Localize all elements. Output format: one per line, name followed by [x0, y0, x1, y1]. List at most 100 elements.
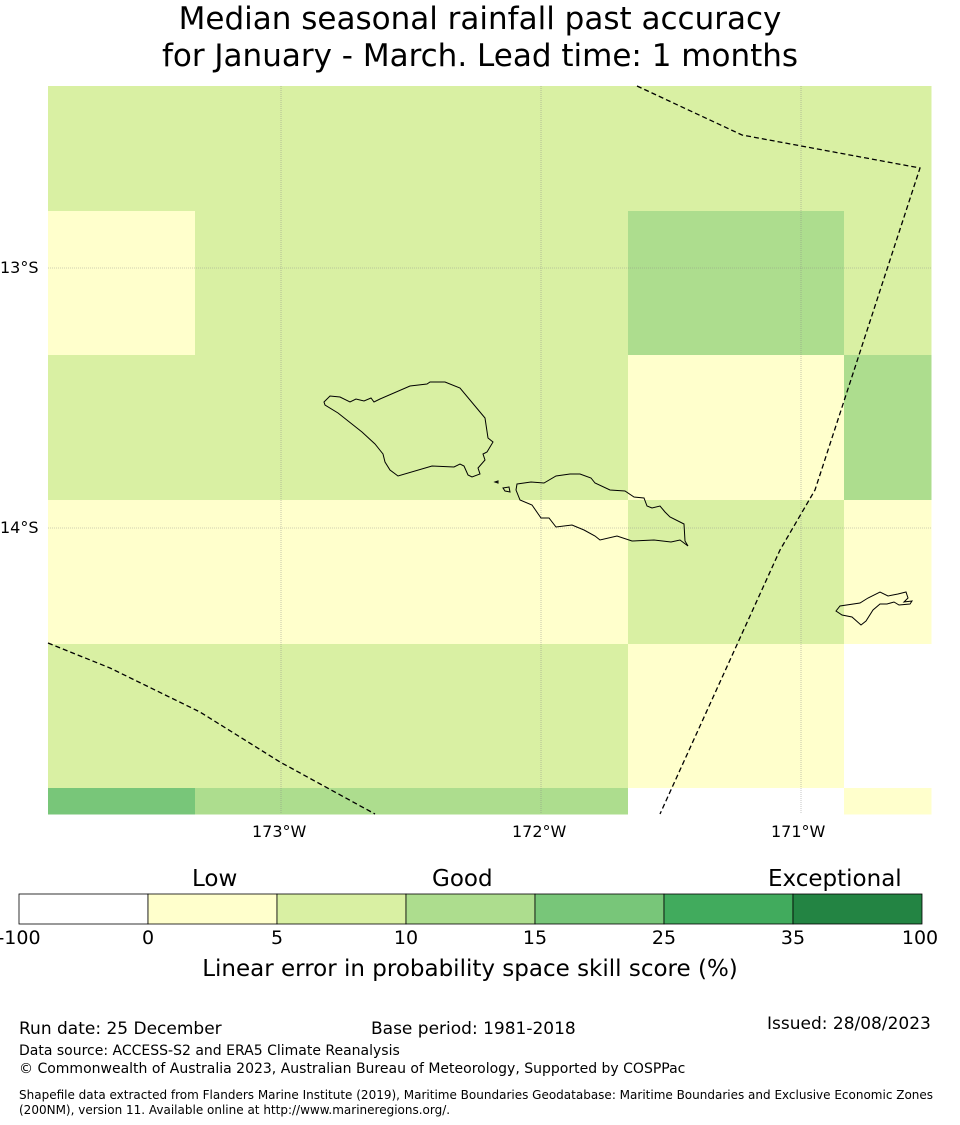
grid-cell — [736, 500, 845, 645]
grid-cell — [628, 355, 737, 501]
colorbar-tick-100: 100 — [901, 927, 939, 949]
title-line-2: for January - March. Lead time: 1 months — [161, 38, 799, 74]
grid-cell — [455, 86, 542, 212]
run-date: Run date: 25 December — [19, 1019, 222, 1039]
grid-cell — [844, 355, 932, 501]
grid-cell — [282, 500, 370, 645]
grid-cell — [455, 355, 542, 501]
grid-cell — [844, 644, 932, 789]
eez-boundary-south-west — [47, 642, 376, 815]
colorbar-segment-15-25 — [534, 893, 665, 925]
skill-grid — [48, 86, 932, 815]
apolima-islet-outline — [493, 480, 499, 484]
tutuila-island-outline — [835, 591, 914, 626]
grid-cell — [844, 86, 932, 212]
colorbar-tick-5: 5 — [270, 927, 284, 949]
upolu-island-outline — [515, 473, 689, 547]
grid-cell — [736, 355, 845, 501]
colorbar-tick-0: 0 — [141, 927, 155, 949]
colorbar-tick-25: 25 — [651, 927, 677, 949]
grid-cell — [48, 355, 196, 501]
grid-cell — [628, 788, 737, 815]
grid-cell — [455, 788, 542, 815]
grid-cell — [282, 644, 370, 789]
grid-cell — [628, 86, 737, 212]
colorbar-tick-10: 10 — [393, 927, 419, 949]
base-period: Base period: 1981-2018 — [371, 1019, 576, 1039]
savaii-island-outline — [323, 381, 494, 478]
grid-cell — [585, 500, 629, 645]
grid-cell — [585, 355, 629, 501]
graticule — [48, 86, 931, 814]
grid-cell — [541, 355, 586, 501]
grid-cell — [195, 788, 283, 815]
grid-cell — [195, 355, 283, 501]
colorbar-category-low: Low — [192, 866, 238, 892]
grid-cell — [585, 644, 629, 789]
colorbar-segment-0-5 — [147, 893, 278, 925]
grid-cell — [369, 86, 456, 212]
colorbar-segment-5-10 — [276, 893, 407, 925]
grid-cell — [844, 500, 932, 645]
grid-cell — [48, 86, 196, 212]
data-source: Data source: ACCESS-S2 and ERA5 Climate … — [19, 1043, 400, 1059]
grid-cell — [585, 86, 629, 212]
colorbar-segment-35-100 — [792, 893, 923, 925]
grid-cell — [541, 644, 586, 789]
issued-date: Issued: 28/08/2023 — [767, 1014, 931, 1034]
manono-islet-outline — [502, 486, 511, 493]
lat-tick-14s: 14°S — [0, 518, 39, 537]
colorbar-segment-10-15 — [405, 893, 536, 925]
grid-cell — [736, 788, 845, 815]
grid-cell — [541, 788, 586, 815]
grid-cell — [195, 500, 283, 645]
eez-boundary-north-east — [636, 85, 921, 815]
lon-tick-172w: 172°W — [512, 822, 567, 841]
grid-cell — [369, 788, 456, 815]
grid-cell — [455, 500, 542, 645]
colorbar-tick-neg100: -100 — [0, 927, 41, 949]
shapefile-credit: Shapefile data extracted from Flanders M… — [19, 1088, 934, 1117]
copyright: © Commonwealth of Australia 2023, Austra… — [19, 1061, 686, 1077]
grid-cell — [628, 211, 737, 356]
grid-cell — [844, 211, 932, 356]
grid-cell — [369, 644, 456, 789]
grid-cell — [282, 355, 370, 501]
title-line-1: Median seasonal rainfall past accuracy — [178, 1, 782, 37]
colorbar-category-exceptional: Exceptional — [768, 866, 902, 892]
grid-cell — [628, 500, 737, 645]
colorbar-label: Linear error in probability space skill … — [202, 956, 738, 982]
grid-cell — [455, 211, 542, 356]
grid-cell — [195, 86, 283, 212]
grid-cell — [585, 788, 629, 815]
grid-cell — [282, 788, 370, 815]
grid-cell — [48, 211, 196, 356]
grid-cell — [195, 644, 283, 789]
eez-boundaries — [47, 85, 921, 815]
grid-cell — [844, 788, 932, 815]
grid-cell — [455, 644, 542, 789]
grid-cell — [736, 211, 845, 356]
grid-cell — [195, 211, 283, 356]
colorbar-tick-35: 35 — [780, 927, 806, 949]
lat-tick-13s: 13°S — [0, 258, 39, 277]
colorbar-category-good: Good — [432, 866, 493, 892]
grid-cell — [282, 86, 370, 212]
grid-cell — [48, 788, 196, 815]
grid-cell — [48, 500, 196, 645]
colorbar — [18, 893, 923, 925]
grid-cell — [736, 86, 845, 212]
grid-cell — [628, 644, 737, 789]
colorbar-segment-neg100-0 — [18, 893, 149, 925]
lon-tick-173w: 173°W — [252, 822, 307, 841]
grid-cell — [585, 211, 629, 356]
colorbar-segment-25-35 — [663, 893, 794, 925]
grid-cell — [48, 644, 196, 789]
grid-cell — [369, 211, 456, 356]
grid-cell — [736, 644, 845, 789]
grid-cell — [369, 500, 456, 645]
grid-cell — [541, 86, 586, 212]
grid-cell — [541, 211, 586, 356]
skill-map — [47, 85, 932, 815]
colorbar-tick-15: 15 — [522, 927, 548, 949]
